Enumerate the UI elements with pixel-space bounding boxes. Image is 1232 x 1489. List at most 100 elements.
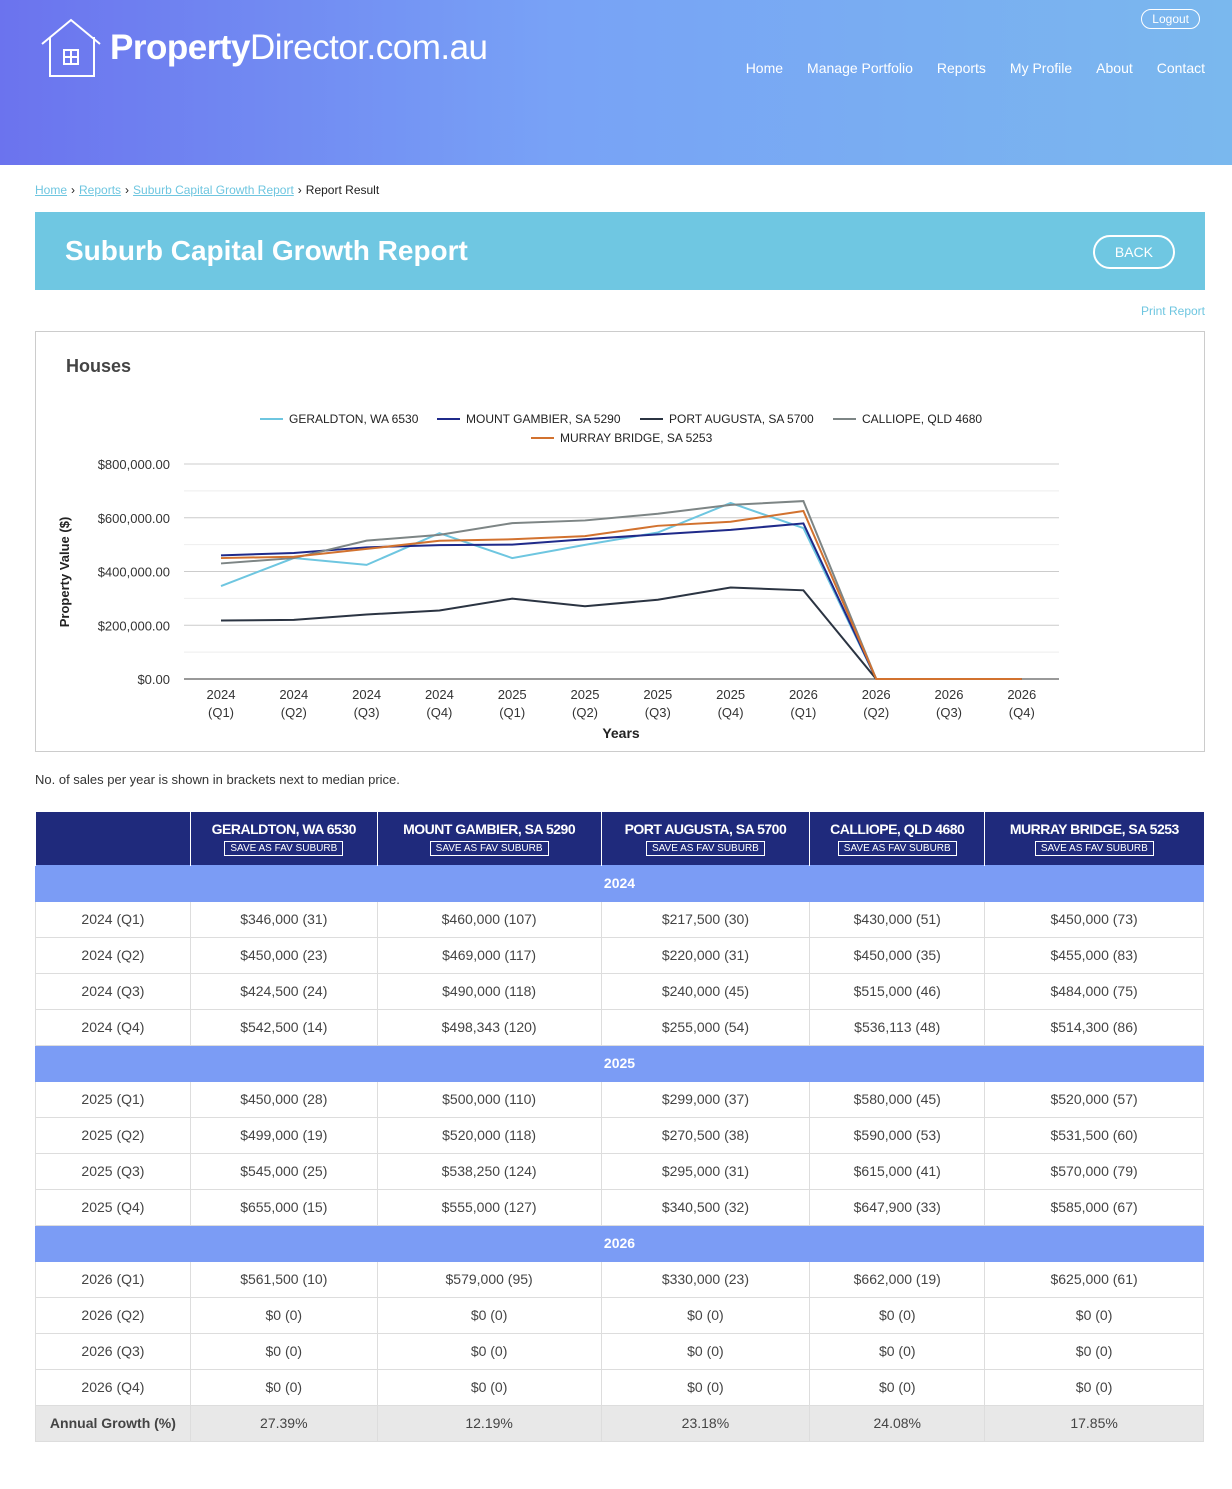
table-row: 2026 (Q3) $0 (0) $0 (0) $0 (0) $0 (0) $0 (0)	[35, 1332, 1204, 1370]
price-cell: $0 (0)	[600, 1332, 811, 1370]
table-row: 2024 (Q3) $424,500 (24) $490,000 (118) $240…	[35, 972, 1204, 1010]
price-cell: $490,000 (118)	[376, 972, 602, 1010]
y-tick-label: $200,000.00	[98, 618, 170, 633]
logout-button[interactable]: Logout	[1141, 9, 1200, 29]
price-cell: $0 (0)	[189, 1368, 378, 1406]
save-fav-suburb-button[interactable]: SAVE AS FAV SUBURB	[837, 840, 957, 856]
logo-rest: Director.com.au	[249, 28, 488, 67]
price-cell: $295,000 (31)	[600, 1152, 811, 1190]
save-fav-suburb-button[interactable]: SAVE AS FAV SUBURB	[224, 840, 344, 856]
column-header: MOUNT GAMBIER, SA 5290 SAVE AS FAV SUBURB	[376, 812, 601, 865]
quarter-cell: 2026 (Q1)	[35, 1260, 191, 1298]
header-empty	[35, 812, 191, 865]
y-tick-label: $0.00	[137, 672, 170, 687]
nav-home[interactable]: Home	[745, 60, 784, 76]
table-row: 2026 (Q1) $561,500 (10) $579,000 (95) $330,…	[35, 1260, 1204, 1298]
nav-about[interactable]: About	[1096, 60, 1133, 76]
price-cell: $450,000 (73)	[984, 900, 1204, 938]
price-cell: $0 (0)	[376, 1368, 602, 1406]
price-cell: $531,500 (60)	[984, 1116, 1204, 1154]
price-cell: $538,250 (124)	[376, 1152, 602, 1190]
quarter-cell: 2024 (Q4)	[35, 1008, 191, 1046]
legend-label: CALLIOPE, QLD 4680	[862, 412, 982, 426]
x-tick-label: 2024	[207, 687, 236, 702]
price-cell: $0 (0)	[984, 1368, 1204, 1406]
price-cell: $450,000 (28)	[189, 1080, 378, 1118]
price-cell: $0 (0)	[984, 1296, 1204, 1334]
print-report-link[interactable]: Print Report	[1140, 304, 1205, 318]
quarter-cell: 2026 (Q3)	[35, 1332, 191, 1370]
price-cell: $0 (0)	[809, 1296, 986, 1334]
x-tick-label: (Q3)	[936, 705, 962, 720]
price-cell: $0 (0)	[809, 1368, 986, 1406]
price-cell: $542,500 (14)	[189, 1008, 378, 1046]
legend-label: MURRAY BRIDGE, SA 5253	[560, 431, 713, 445]
nav-contact[interactable]: Contact	[1156, 60, 1205, 76]
price-cell: $340,500 (32)	[600, 1188, 811, 1226]
growth-cell: 27.39%	[189, 1404, 378, 1442]
site-logo[interactable]: PropertyDirector.com.au	[40, 18, 488, 78]
breadcrumb-suburb-report[interactable]: Suburb Capital Growth Report	[133, 183, 294, 197]
quarter-cell: 2024 (Q1)	[35, 900, 191, 938]
breadcrumb-home[interactable]: Home	[35, 183, 68, 197]
chart-title: Houses	[66, 356, 132, 376]
back-button[interactable]: BACK	[1092, 235, 1175, 269]
price-cell: $0 (0)	[984, 1332, 1204, 1370]
growth-cell: 24.08%	[809, 1404, 986, 1442]
breadcrumb-reports[interactable]: Reports	[79, 183, 122, 197]
x-tick-label: 2026	[935, 687, 964, 702]
x-tick-label: 2025	[571, 687, 600, 702]
price-cell: $615,000 (41)	[809, 1152, 986, 1190]
x-tick-label: 2025	[643, 687, 672, 702]
growth-cell: 12.19%	[376, 1404, 602, 1442]
price-cell: $662,000 (19)	[809, 1260, 986, 1298]
x-tick-label: (Q1)	[790, 705, 816, 720]
series-line	[220, 586, 1022, 680]
site-header: PropertyDirector.com.au Logout Home Mana…	[0, 0, 1232, 165]
save-fav-suburb-button[interactable]: SAVE AS FAV SUBURB	[1034, 840, 1154, 856]
nav-manage-portfolio[interactable]: Manage Portfolio	[807, 60, 913, 76]
price-cell: $430,000 (51)	[809, 900, 986, 938]
price-cell: $0 (0)	[189, 1296, 378, 1334]
x-tick-label: 2026	[1007, 687, 1036, 702]
chart-panel: Houses $0.00 $200,000.00 $400,000.00 $600,0…	[35, 331, 1205, 752]
nav-my-profile[interactable]: My Profile	[1009, 60, 1073, 76]
quarter-cell: 2024 (Q3)	[35, 972, 191, 1010]
x-axis-title: Years	[602, 725, 640, 741]
price-cell: $0 (0)	[600, 1368, 811, 1406]
table-row: 2025 (Q2) $499,000 (19) $520,000 (118) $270…	[35, 1116, 1204, 1154]
price-cell: $561,500 (10)	[189, 1260, 378, 1298]
line-chart: $0.00 $200,000.00 $400,000.00 $600,000.00 $8…	[57, 412, 1059, 741]
price-cell: $299,000 (37)	[600, 1080, 811, 1118]
house-logo-icon	[41, 18, 101, 77]
price-cell: $536,113 (48)	[809, 1008, 986, 1046]
suburb-name: PORT AUGUSTA, SA 5700	[624, 820, 787, 837]
x-tick-label: (Q1)	[499, 705, 525, 720]
x-tick-label: 2024	[425, 687, 454, 702]
price-cell: $585,000 (67)	[984, 1188, 1204, 1226]
suburb-name: MURRAY BRIDGE, SA 5253	[1009, 820, 1179, 837]
x-tick-label: 2026	[862, 687, 891, 702]
price-cell: $520,000 (57)	[984, 1080, 1204, 1118]
x-tick-label: 2024	[279, 687, 308, 702]
suburb-name: MOUNT GAMBIER, SA 5290	[403, 820, 576, 837]
price-cell: $455,000 (83)	[984, 936, 1204, 974]
table-row: 2025 (Q4) $655,000 (15) $555,000 (127) $340…	[35, 1188, 1204, 1226]
price-cell: $579,000 (95)	[376, 1260, 602, 1298]
column-header: MURRAY BRIDGE, SA 5253 SAVE AS FAV SUBURB	[984, 812, 1204, 865]
column-header: GERALDTON, WA 6530 SAVE AS FAV SUBURB	[189, 812, 378, 865]
column-header: PORT AUGUSTA, SA 5700 SAVE AS FAV SUBURB	[600, 812, 810, 865]
price-cell: $0 (0)	[600, 1296, 811, 1334]
x-tick-label: (Q4)	[1009, 705, 1035, 720]
price-cell: $499,000 (19)	[189, 1116, 378, 1154]
growth-table: GERALDTON, WA 6530 SAVE AS FAV SUBURB MOUN…	[35, 812, 1204, 1442]
price-cell: $655,000 (15)	[189, 1188, 378, 1226]
nav-reports[interactable]: Reports	[936, 60, 986, 76]
price-cell: $0 (0)	[376, 1332, 602, 1370]
x-tick-label: (Q3)	[354, 705, 380, 720]
x-tick-label: (Q4)	[718, 705, 744, 720]
table-row: 2026 (Q4) $0 (0) $0 (0) $0 (0) $0 (0) $0 (0)	[35, 1368, 1204, 1406]
save-fav-suburb-button[interactable]: SAVE AS FAV SUBURB	[645, 840, 765, 856]
legend-label: GERALDTON, WA 6530	[289, 412, 419, 426]
save-fav-suburb-button[interactable]: SAVE AS FAV SUBURB	[429, 840, 549, 856]
